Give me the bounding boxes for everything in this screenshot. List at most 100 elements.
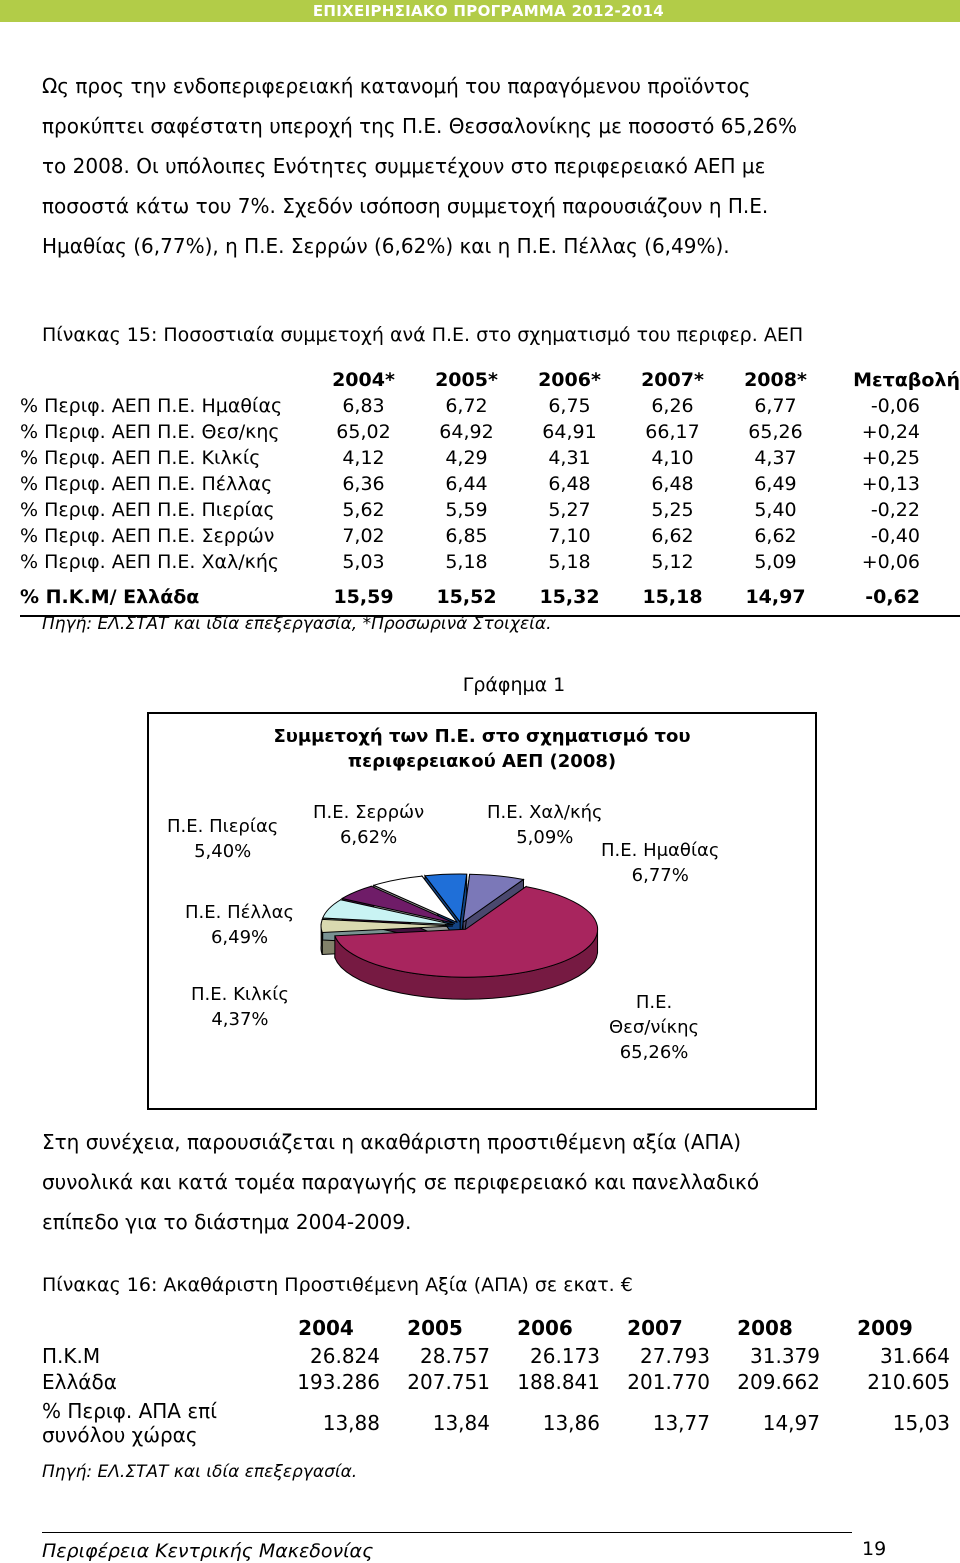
pie-slice — [322, 899, 454, 926]
table15-col-header: 2004* — [332, 368, 395, 391]
table16-col-header: 2008 — [737, 1316, 793, 1340]
table15-caption: Πίνακας 15: Ποσοστιαία συμμετοχή ανά Π.Ε… — [42, 324, 804, 346]
pie-label-chalkidiki: Π.Ε. Χαλ/κής 5,09% — [487, 802, 603, 848]
cell: 6,85 — [445, 525, 488, 547]
cell: 207.751 — [407, 1370, 490, 1394]
cell: 65,26 — [748, 421, 803, 443]
cell: 6,77 — [754, 395, 797, 417]
footer-text: Περιφέρεια Κεντρικής Μακεδονίας — [42, 1540, 374, 1562]
table-row: % Περιφ. ΑΕΠ Π.Ε. Χαλ/κής 5,03 5,18 5,18… — [20, 549, 960, 575]
table16-header-row: 2004 2005 2006 2007 2008 2009 — [42, 1313, 950, 1343]
cell: 28.757 — [420, 1344, 490, 1368]
chart-title: Συμμετοχή των Π.Ε. στο σχηματισμό του πε… — [273, 726, 691, 772]
table16: 2004 2005 2006 2007 2008 2009 Π.Κ.Μ 26.8… — [42, 1313, 950, 1451]
pie-label-kilkis: Π.Ε. Κιλκίς 4,37% — [191, 984, 289, 1030]
cell: 14,97 — [762, 1411, 820, 1435]
table16-col-header: 2004 — [298, 1316, 354, 1340]
pie-slice — [340, 885, 456, 924]
row-label: % Περιφ. ΑΠΑ επί συνόλου χώρας — [42, 1399, 217, 1447]
intro-line: το 2008. Οι υπόλοιπες Ενότητες συμμετέχο… — [42, 154, 766, 178]
row-label: % Περιφ. ΑΕΠ Π.Ε. Πιερίας — [20, 499, 275, 521]
intro-line: Ημαθίας (6,77%), η Π.Ε. Σερρών (6,62%) κ… — [42, 234, 730, 258]
row-label: % Περιφ. ΑΕΠ Π.Ε. Κιλκίς — [20, 447, 261, 469]
pie-slice — [423, 873, 468, 924]
row-label: % Περιφ. ΑΕΠ Π.Ε. Θεσ/κης — [20, 421, 280, 443]
pie-slice — [462, 873, 525, 924]
cell: 201.770 — [627, 1370, 710, 1394]
cell: 14,97 — [724, 575, 827, 617]
table15-col-header: 2008* — [744, 368, 807, 391]
table-row: % Περιφ. ΑΕΠ Π.Ε. Πιερίας 5,62 5,59 5,27… — [20, 497, 960, 523]
cell: 66,17 — [645, 421, 700, 443]
table15-col-header: 2007* — [641, 368, 704, 391]
cell: 5,27 — [548, 499, 591, 521]
cell: +0,25 — [861, 447, 920, 469]
cell: 193.286 — [297, 1370, 380, 1394]
cell: 26.824 — [310, 1344, 380, 1368]
cell: 64,92 — [439, 421, 494, 443]
pie-slice — [334, 886, 599, 978]
cell: 7,10 — [548, 525, 591, 547]
table-row: % Περιφ. ΑΕΠ Π.Ε. Κιλκίς 4,12 4,29 4,31 … — [20, 445, 960, 471]
cell: 4,12 — [342, 447, 385, 469]
cell: -0,22 — [870, 499, 920, 521]
cell: 15,18 — [621, 575, 724, 617]
table15-total-row: % Π.Κ.Μ/ Ελλάδα 15,59 15,52 15,32 15,18 … — [20, 575, 960, 617]
page-header-title: ΕΠΙΧΕΙΡΗΣΙΑΚΟ ΠΡΟΓΡΑΜΜΑ 2012-2014 — [312, 2, 664, 20]
pie-slice — [320, 918, 454, 934]
cell: 13,84 — [432, 1411, 490, 1435]
pie-chart: Συμμετοχή των Π.Ε. στο σχηματισμό του πε… — [147, 712, 817, 1110]
pie-slice — [372, 875, 458, 923]
cell: 7,02 — [342, 525, 385, 547]
row-label: % Περιφ. ΑΕΠ Π.Ε. Σερρών — [20, 525, 275, 547]
cell: 4,37 — [754, 447, 797, 469]
cell: 6,75 — [548, 395, 591, 417]
cell: -0,06 — [870, 395, 920, 417]
cell: 31.664 — [880, 1344, 950, 1368]
intro-line: Ως προς την ενδοπεριφερειακή κατανομή το… — [42, 74, 751, 98]
cell: 6,83 — [342, 395, 385, 417]
second-paragraph: Στη συνέχεια, παρουσιάζεται η ακαθάριστη… — [42, 1122, 902, 1242]
cell: 13,88 — [322, 1411, 380, 1435]
table15: 2004* 2005* 2006* 2007* 2008* Μεταβολή %… — [20, 366, 960, 617]
cell: 15,03 — [892, 1411, 950, 1435]
pie-label-pella: Π.Ε. Πέλλας 6,49% — [185, 902, 295, 948]
row-label: % Περιφ. ΑΕΠ Π.Ε. Πέλλας — [20, 473, 273, 495]
cell: 15,32 — [518, 575, 621, 617]
intro-paragraph: Ως προς την ενδοπεριφερειακή κατανομή το… — [42, 66, 902, 266]
cell: 6,48 — [651, 473, 694, 495]
cell: 5,59 — [445, 499, 488, 521]
table15-source: Πηγή: ΕΛ.ΣΤΑΤ και ιδία επεξεργασία, *Προ… — [42, 614, 552, 634]
cell: 4,10 — [651, 447, 694, 469]
pie-svg — [320, 873, 599, 1000]
cell: -0,40 — [870, 525, 920, 547]
table15-col-header: 2006* — [538, 368, 601, 391]
cell: 15,59 — [312, 575, 415, 617]
cell: +0,06 — [861, 551, 920, 573]
cell: +0,13 — [861, 473, 920, 495]
cell: 5,12 — [651, 551, 694, 573]
table16-col-header: 2006 — [517, 1316, 573, 1340]
cell: 5,18 — [445, 551, 488, 573]
cell: 13,77 — [652, 1411, 710, 1435]
table15-col-header: 2005* — [435, 368, 498, 391]
page-header-bar: ΕΠΙΧΕΙΡΗΣΙΑΚΟ ΠΡΟΓΡΑΜΜΑ 2012-2014 — [0, 0, 960, 22]
pie-label-pieria: Π.Ε. Πιερίας 5,40% — [167, 816, 279, 862]
cell: 4,31 — [548, 447, 591, 469]
cell: 5,18 — [548, 551, 591, 573]
cell: 15,52 — [415, 575, 518, 617]
cell: 5,09 — [754, 551, 797, 573]
row-label: % Π.Κ.Μ/ Ελλάδα — [20, 575, 312, 617]
para-line: επίπεδο για το διάστημα 2004-2009. — [42, 1210, 412, 1234]
cell: 13,86 — [542, 1411, 600, 1435]
row-label: % Περιφ. ΑΕΠ Π.Ε. Χαλ/κής — [20, 551, 280, 573]
cell: 31.379 — [750, 1344, 820, 1368]
cell: 6,49 — [754, 473, 797, 495]
cell: 5,62 — [342, 499, 385, 521]
footer-rule — [42, 1532, 852, 1533]
cell: 209.662 — [737, 1370, 820, 1394]
cell: 6,26 — [651, 395, 694, 417]
table16-col-header: 2007 — [627, 1316, 683, 1340]
table-row: % Περιφ. ΑΕΠ Π.Ε. Πέλλας 6,36 6,44 6,48 … — [20, 471, 960, 497]
table15-header-row: 2004* 2005* 2006* 2007* 2008* Μεταβολή — [20, 366, 960, 393]
